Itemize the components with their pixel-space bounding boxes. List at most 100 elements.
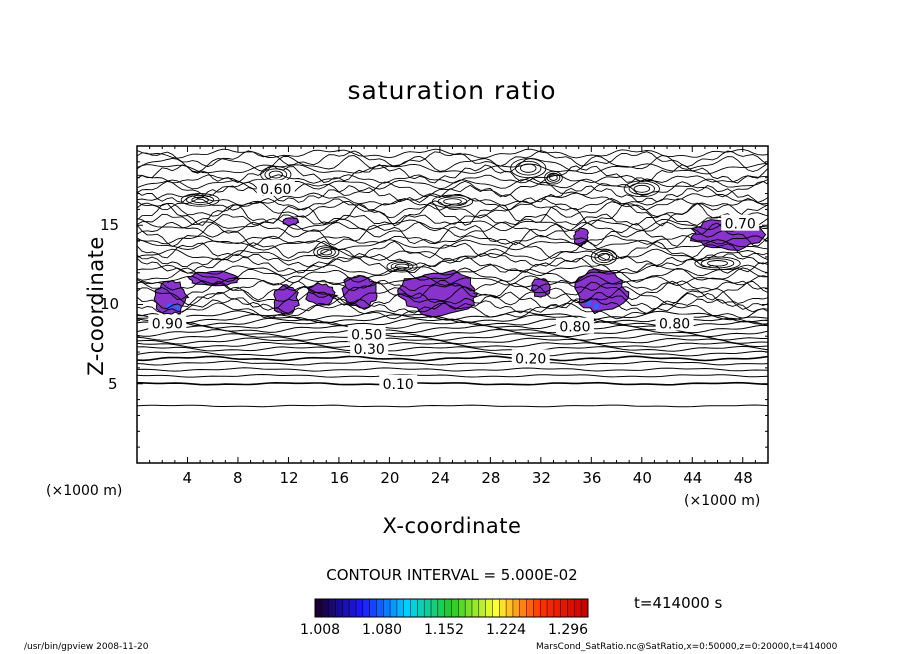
colorbar-cell xyxy=(390,599,398,617)
x-right-unit-label: (×1000 m) xyxy=(684,493,761,509)
x-tick-label: 28 xyxy=(481,469,501,487)
x-tick-label: 16 xyxy=(329,469,349,487)
x-tick-label: 48 xyxy=(733,469,753,487)
colorbar-cell xyxy=(506,599,514,617)
colorbar-frame xyxy=(314,598,589,618)
contour-line xyxy=(136,155,769,173)
contour-eddy xyxy=(510,158,547,179)
colorbar-cell xyxy=(540,599,548,617)
colorbar-cell xyxy=(328,599,336,617)
contour-label: 0.60 xyxy=(260,182,291,198)
colorbar-tick-label: 1.152 xyxy=(424,622,465,638)
contour-labels: 0.10 0.20 0.300.50 0.80 0.80 0.90 0.70 0.60 xyxy=(148,179,760,393)
x-tick-label: 4 xyxy=(182,469,193,487)
contour-line xyxy=(136,360,769,366)
contour-label: 0.70 xyxy=(725,217,756,233)
contour-line xyxy=(136,267,768,284)
x-left-unit-label: (×1000 m) xyxy=(46,483,123,499)
contour-eddy xyxy=(515,160,542,176)
y-tick-label: 5 xyxy=(108,375,118,393)
contour-line xyxy=(136,333,768,341)
contour-eddy xyxy=(590,248,618,266)
contour-eddy xyxy=(437,196,468,207)
x-tick-label: 40 xyxy=(632,469,652,487)
colorbar-cell xyxy=(417,599,425,617)
y-tick-label: 15 xyxy=(100,216,120,234)
colorbar-cell xyxy=(533,599,541,617)
contour-eddy xyxy=(268,170,283,179)
contour-line xyxy=(136,280,769,301)
colorbar-tick-label: 1.224 xyxy=(486,622,527,638)
contour-line xyxy=(137,174,769,184)
colorbar-cell xyxy=(547,599,555,617)
contour-eddy xyxy=(700,258,735,269)
colorbar-cell xyxy=(478,599,486,617)
contour-label-bg xyxy=(347,325,386,342)
contour-interval-text: CONTOUR INTERVAL = 5.000E-02 xyxy=(326,566,578,584)
x-axis-label: X-coordinate xyxy=(382,514,522,538)
contour-line xyxy=(136,350,769,357)
contour-line xyxy=(136,248,769,262)
contour-line xyxy=(136,279,769,292)
contour-line xyxy=(136,148,769,159)
contour-eddy xyxy=(186,194,215,205)
colorbar-tick-label: 1.080 xyxy=(362,622,403,638)
contour-eddy xyxy=(707,260,728,267)
colorbar-cell xyxy=(424,599,432,617)
y-tick-label: 10 xyxy=(100,295,120,313)
colorbar-cell xyxy=(519,599,527,617)
x-tick-label: 24 xyxy=(430,469,450,487)
contour-line xyxy=(136,184,769,204)
colorbar-cell xyxy=(560,599,568,617)
contour-line xyxy=(136,337,769,345)
contour-line xyxy=(136,310,769,321)
colorbar-cell xyxy=(574,599,582,617)
colorbar-cell xyxy=(369,599,377,617)
contour-label: 0.20 xyxy=(515,351,546,367)
contour-label-bg xyxy=(721,214,760,231)
colorbar-cell xyxy=(315,599,323,617)
x-tick-label: 12 xyxy=(279,469,299,487)
colorbar-cell xyxy=(396,599,405,617)
contour-line xyxy=(136,221,769,238)
colorbar-cell xyxy=(499,599,507,617)
colorbar-cell xyxy=(458,599,466,617)
colorbar-cell xyxy=(355,599,364,617)
contour-eddy xyxy=(544,170,563,185)
contour-eddy xyxy=(191,196,209,204)
colorbar-tick-label: 1.008 xyxy=(300,622,341,638)
contour-label-bg xyxy=(350,339,389,356)
contour-label-bg xyxy=(511,349,550,366)
contour-line xyxy=(136,373,769,378)
contour-line xyxy=(136,297,769,314)
contour-eddy xyxy=(594,250,614,264)
contour-eddy xyxy=(264,168,288,181)
colorbar-cell xyxy=(471,599,480,617)
contour-line xyxy=(136,180,769,198)
colorbar xyxy=(314,598,589,618)
colorbar-cell xyxy=(342,599,350,617)
contour-eddy xyxy=(694,256,741,271)
contour-eddy xyxy=(549,174,558,181)
contour-line xyxy=(136,252,769,268)
contour-label-bg xyxy=(655,314,694,331)
contour-line xyxy=(136,264,769,277)
contour-eddy xyxy=(519,163,537,173)
supersaturation-region xyxy=(397,269,479,318)
supersaturation-region xyxy=(153,279,190,316)
contour-label-bg xyxy=(256,179,295,196)
contour-line xyxy=(136,239,769,251)
contour-line xyxy=(136,163,769,184)
colorbar-cell xyxy=(553,599,561,617)
colorbar-cell xyxy=(485,599,493,617)
colorbar-cell xyxy=(410,599,418,617)
x-tick-label: 44 xyxy=(683,469,703,487)
colorbar-cell xyxy=(383,599,391,617)
contour-line xyxy=(136,222,769,248)
x-tick-label: 8 xyxy=(232,469,243,487)
colorbar-tick-label: 1.296 xyxy=(548,622,589,638)
contour-label: 0.80 xyxy=(659,317,690,333)
contour-line xyxy=(136,367,769,372)
footer-right-text: MarsCond_SatRatio.nc@SatRatio,x=0:50000,… xyxy=(536,642,838,652)
contour-line xyxy=(136,291,769,311)
